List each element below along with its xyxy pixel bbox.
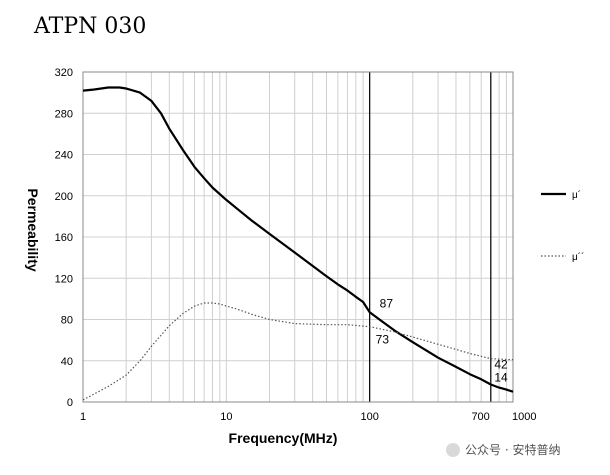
y-tick-label: 320 <box>55 67 73 79</box>
x-tick-label: 1000 <box>512 411 536 423</box>
legend-label-mu-double-prime: μ´´ <box>572 251 584 263</box>
y-tick-label: 120 <box>55 273 73 285</box>
legend-label-mu-prime: μ´ <box>572 189 581 201</box>
plot-area <box>82 71 514 403</box>
wechat-icon <box>446 443 460 457</box>
data-label: 73 <box>376 333 390 347</box>
y-tick-label: 40 <box>61 356 73 368</box>
data-label: 87 <box>380 296 394 310</box>
y-axis-ticks: 0 40 80 120 160 200 240 280 320 <box>55 67 73 409</box>
y-tick-label: 280 <box>55 108 73 120</box>
reference-lines <box>369 72 492 402</box>
y-tick-label: 200 <box>55 191 73 203</box>
x-axis-label: Frequency(MHz) <box>229 430 338 446</box>
series-layer <box>82 86 514 401</box>
chart-title: ATPN 030 <box>33 14 146 39</box>
y-axis-label: Permeability <box>25 188 41 271</box>
watermark: 公众号 · 安特普纳 <box>446 442 560 457</box>
series-line-mu-prime <box>82 86 514 393</box>
x-tick-label: 1 <box>80 411 86 423</box>
x-tick-label: 100 <box>360 411 378 423</box>
y-tick-label: 160 <box>55 232 73 244</box>
x-tick-label: 10 <box>220 411 232 423</box>
y-tick-label: 240 <box>55 150 73 162</box>
y-tick-label: 0 <box>67 397 73 409</box>
legend: μ´ μ´´ <box>541 189 584 263</box>
x-tick-label: 700 <box>471 411 489 423</box>
x-axis-ticks: 1 10 100 700 1000 <box>80 411 537 423</box>
grid <box>83 72 513 402</box>
y-tick-label: 80 <box>61 315 73 327</box>
series-line-mu-double-prime <box>82 302 514 401</box>
watermark-text: 公众号 · 安特普纳 <box>465 442 560 457</box>
data-label: 42 <box>494 358 508 372</box>
data-label: 14 <box>494 371 508 385</box>
